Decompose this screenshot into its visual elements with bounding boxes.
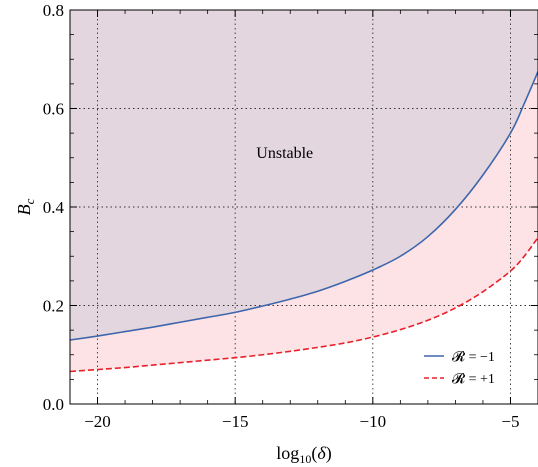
x-axis-title-log: log xyxy=(276,443,299,463)
x-axis-title: log10(δ) xyxy=(276,443,331,466)
y-tick-label-3: 0.6 xyxy=(43,100,64,119)
y-tick-label-0: 0.0 xyxy=(43,395,64,414)
legend-label-0: 𝓡 = −1 xyxy=(452,349,495,365)
ticks: −20 −15 −10 −5 0.0 0.2 0.4 0.6 0.8 xyxy=(43,1,538,431)
grid xyxy=(70,10,538,404)
region-label-unstable: Unstable xyxy=(256,145,313,162)
plot-regions xyxy=(70,10,538,372)
y-axis-title: Bc xyxy=(14,198,37,215)
series-line-r-minus xyxy=(69,71,538,341)
x-tick-label-3: −5 xyxy=(501,412,519,431)
series-line-r-plus xyxy=(69,237,538,373)
x-tick-label-0: −20 xyxy=(84,412,111,431)
x-axis-title-arg: (δ) xyxy=(311,443,331,464)
region-band xyxy=(70,71,538,372)
x-axis-title-sub: 10 xyxy=(299,452,311,466)
region-unstable xyxy=(70,10,538,340)
x-tick-label-2: −10 xyxy=(360,412,387,431)
series-lines xyxy=(69,71,538,373)
legend: 𝓡 = −1 𝓡 = +1 xyxy=(424,349,495,387)
x-tick-label-1: −15 xyxy=(222,412,249,431)
y-tick-label-1: 0.2 xyxy=(43,297,64,316)
legend-label-1: 𝓡 = +1 xyxy=(452,371,495,387)
y-tick-label-4: 0.8 xyxy=(43,1,64,20)
y-tick-label-2: 0.4 xyxy=(43,198,65,217)
